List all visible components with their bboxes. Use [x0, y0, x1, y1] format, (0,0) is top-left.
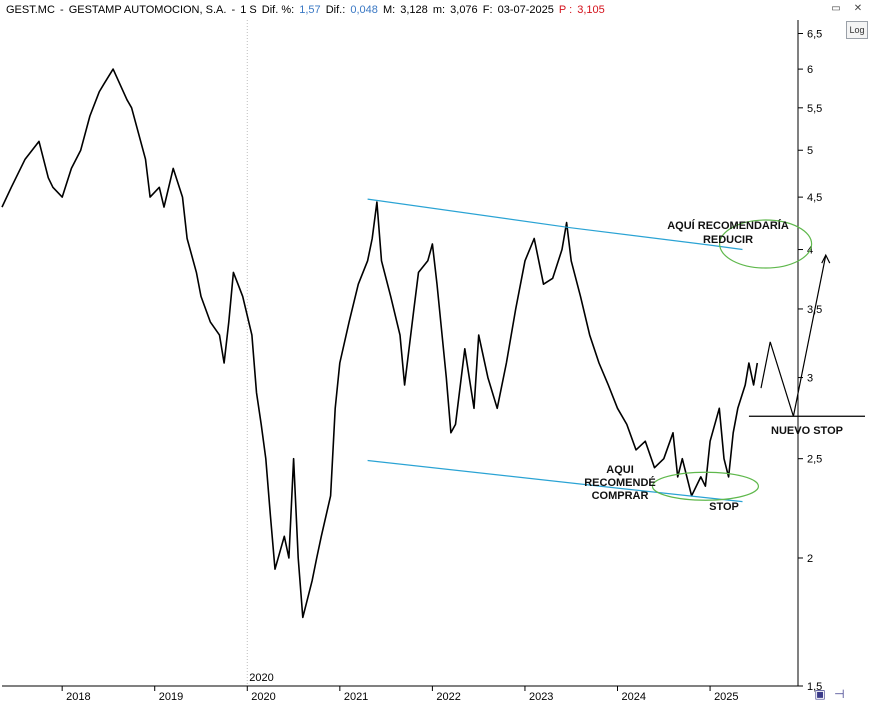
x-tick-label: 2021 [344, 691, 368, 703]
comprar-annotation-line1: AQUI [606, 464, 634, 476]
reducir-annotation-line2: REDUCIR [703, 234, 753, 246]
comprar-ellipse [651, 471, 760, 501]
save-icon[interactable]: ▣ [814, 687, 826, 701]
stop-annotation: STOP [709, 501, 739, 513]
comprar-annotation-line2: RECOMENDÉ [584, 476, 656, 489]
x-tick-label: 2023 [529, 691, 553, 703]
ticker: GEST.MC [6, 4, 55, 16]
price-label: P : [558, 4, 573, 16]
max-value: 3,128 [400, 4, 428, 16]
price-value: 3,105 [577, 4, 605, 16]
y-tick-label: 2 [807, 553, 813, 565]
pin-icon[interactable]: ⊣ [834, 687, 845, 701]
min-label: m: [432, 4, 446, 16]
header-separator: - [59, 4, 64, 16]
dif-label: Dif.: [325, 4, 346, 16]
dif-pct-value: 1,57 [299, 4, 321, 16]
nuevo-stop-annotation: NUEVO STOP [771, 425, 843, 437]
reducir-ellipse [719, 219, 813, 269]
dif-value: 0,048 [350, 4, 378, 16]
minimize-icon[interactable]: ▭ [831, 3, 841, 14]
date-label: F: [482, 4, 493, 16]
y-tick-label: 5 [807, 145, 813, 157]
year-marker-label: 2020 [249, 672, 273, 684]
projected-path [760, 254, 827, 417]
company-name: GESTAMP AUTOMOCION, S.A. [68, 4, 227, 16]
y-tick-label: 6 [807, 64, 813, 76]
y-tick-label: 5,5 [807, 103, 822, 115]
x-tick-label: 2024 [622, 691, 646, 703]
chart-header: GEST.MC - GESTAMP AUTOMOCION, S.A. - 1 S… [0, 0, 806, 20]
x-tick-label: 2020 [251, 691, 275, 703]
price-series-line [1, 68, 759, 619]
period-separator: - [231, 4, 236, 16]
y-tick-label: 6,5 [807, 28, 822, 40]
x-tick-label: 2018 [66, 691, 90, 703]
max-label: M: [382, 4, 396, 16]
projected-path-arrow [821, 253, 831, 264]
dif-pct-label: Dif. %: [261, 4, 295, 16]
comprar-annotation-line3: COMPRAR [592, 490, 649, 502]
channel-lower-line [367, 459, 743, 503]
y-tick-label: 3 [807, 373, 813, 385]
x-tick-label: 2022 [436, 691, 460, 703]
x-tick-label: 2025 [714, 691, 738, 703]
channel-upper-line [367, 198, 743, 251]
y-tick-label: 2,5 [807, 454, 822, 466]
y-tick-label: 1,5 [807, 681, 822, 693]
bottom-toolbar: ▣ ⊣ [812, 687, 847, 703]
y-tick-label: 4,5 [807, 192, 822, 204]
reducir-annotation-line1: AQUÍ RECOMENDARÍA [667, 219, 789, 232]
min-value: 3,076 [450, 4, 478, 16]
x-tick-label: 2019 [159, 691, 183, 703]
period: 1 S [240, 4, 257, 16]
date-value: 03-07-2025 [497, 4, 554, 16]
close-icon[interactable]: ✕ [853, 3, 863, 14]
log-scale-button[interactable]: Log [846, 21, 868, 39]
